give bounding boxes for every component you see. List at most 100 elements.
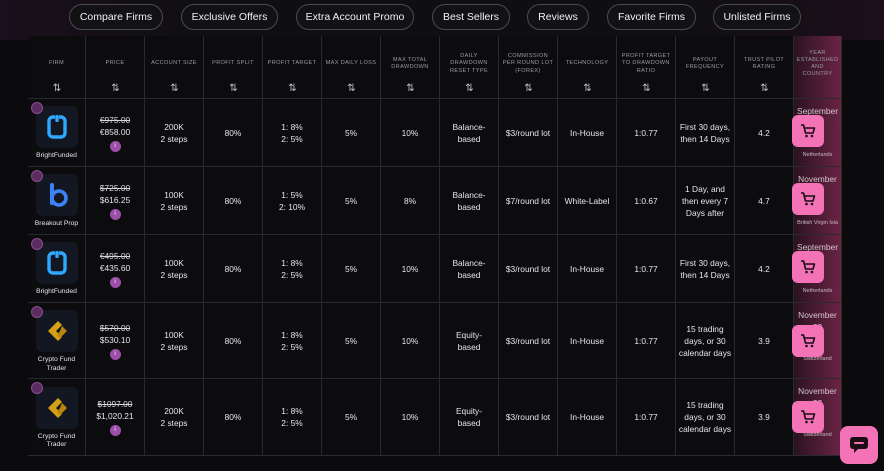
sort-icon[interactable]: ⇅: [406, 83, 414, 94]
cell-target-drawdown-ratio: 1:0.67: [617, 167, 675, 235]
header-price[interactable]: PRICE ⇅: [86, 36, 144, 99]
firm-name[interactable]: Crypto Fund Trader: [37, 432, 76, 449]
sort-icon[interactable]: ⇅: [583, 83, 591, 94]
technology: In-House: [570, 335, 604, 346]
cell-firm[interactable]: BrightFunded: [28, 235, 85, 303]
favorite-badge-icon[interactable]: [31, 238, 43, 250]
cell-drawdown-reset-type: Equity-based: [440, 303, 498, 379]
drawdown-reset-type: Equity-based: [455, 329, 483, 352]
trustpilot-rating: 4.2: [758, 263, 770, 274]
sort-icon[interactable]: ⇅: [760, 83, 768, 94]
discount-info-icon[interactable]: i: [109, 140, 121, 152]
header-account-size[interactable]: ACCOUNT SIZE ⇅: [145, 36, 203, 99]
buy-button[interactable]: [792, 183, 824, 215]
cart-icon: [801, 410, 816, 424]
column-technology: TECHNOLOGY ⇅ In-House White-Label In-House In…: [558, 36, 617, 456]
profit-split: 80%: [224, 127, 242, 138]
tab-extra-account-promo[interactable]: Extra Account Promo: [296, 4, 414, 30]
profit-target-step1: 1: 8%: [281, 121, 303, 132]
tab-favorite-firms[interactable]: Favorite Firms: [607, 4, 696, 30]
drawdown-reset-type: Balance-based: [452, 189, 486, 212]
country: Switzerland: [803, 356, 832, 362]
cell-firm[interactable]: BrightFunded: [28, 99, 85, 167]
firm-logo[interactable]: [35, 386, 78, 429]
buy-button[interactable]: [792, 325, 824, 357]
cell-year-established: September23Netherlands: [792, 235, 841, 303]
favorite-badge-icon[interactable]: [31, 306, 43, 318]
buy-button[interactable]: [792, 115, 824, 147]
tab-reviews[interactable]: Reviews: [527, 4, 589, 30]
header-profit-split[interactable]: PROFIT SPLIT ⇅: [204, 36, 262, 99]
column-payout-frequency: PAYOUT FREQUENCY ⇅ First 30 days, then 14 …: [676, 36, 735, 456]
cell-firm[interactable]: Crypto Fund Trader: [28, 303, 85, 379]
cell-trustpilot-rating: 3.9: [735, 379, 793, 456]
header-max-daily-loss[interactable]: MAX DAILY LOSS ⇅: [322, 36, 380, 99]
sort-icon[interactable]: ⇅: [111, 83, 119, 94]
cell-drawdown-reset-type: Balance-based: [440, 99, 498, 167]
firm-logo[interactable]: [35, 242, 78, 285]
firm-logo[interactable]: [35, 106, 78, 149]
header-payout-frequency[interactable]: PAYOUT FREQUENCY ⇅: [676, 36, 734, 99]
favorite-badge-icon[interactable]: [31, 382, 43, 394]
buy-button[interactable]: [792, 251, 824, 283]
cell-trustpilot-rating: 4.7: [735, 167, 793, 235]
firm-logo[interactable]: [35, 174, 78, 217]
target-drawdown-ratio: 1:0.77: [634, 412, 658, 422]
profit-split: 80%: [224, 195, 242, 206]
year-month: November: [798, 386, 837, 396]
max-daily-loss: 5%: [344, 412, 358, 422]
cell-technology: In-House: [558, 99, 616, 167]
technology: In-House: [570, 412, 604, 422]
tab-unlisted-firms[interactable]: Unlisted Firms: [713, 4, 801, 30]
sort-icon[interactable]: ⇅: [229, 83, 237, 94]
max-daily-loss: 5%: [344, 195, 358, 206]
header-max-total-drawdown[interactable]: MAX TOTAL DRAWDOWN ⇅: [381, 36, 439, 99]
header-trustpilot-rating[interactable]: TRUST PILOT RATING ⇅: [735, 36, 793, 99]
sort-icon[interactable]: ⇅: [347, 83, 355, 94]
header-target-drawdown-ratio[interactable]: PROFIT TARGET TO DRAWDOWN RATIO ⇅: [617, 36, 675, 99]
sort-icon[interactable]: ⇅: [524, 83, 532, 94]
discount-info-icon[interactable]: i: [109, 425, 121, 436]
tab-compare-firms[interactable]: Compare Firms: [69, 4, 163, 30]
technology: In-House: [570, 263, 604, 274]
header-drawdown-reset-type[interactable]: DAILY DRAWDOWN RESET TYPE ⇅: [440, 36, 498, 99]
favorite-badge-icon[interactable]: [31, 170, 43, 182]
buy-button[interactable]: [792, 401, 824, 433]
sort-icon[interactable]: ⇅: [701, 83, 709, 94]
sort-icon[interactable]: ⇅: [170, 83, 178, 94]
sort-icon[interactable]: ⇅: [52, 83, 61, 94]
sort-icon[interactable]: ⇅: [465, 83, 473, 94]
header-label: PROFIT SPLIT: [212, 60, 254, 67]
filter-tabs: Compare Firms Exclusive Offers Extra Acc…: [0, 4, 884, 30]
firm-logo[interactable]: [35, 310, 78, 352]
header-year-established[interactable]: YEAR ESTABLISHED AND COUNTRY: [794, 36, 841, 99]
sort-icon[interactable]: ⇅: [642, 83, 650, 94]
header-commission[interactable]: COMMISSION PER ROUND LOT (FOREX) ⇅: [499, 36, 557, 99]
tab-exclusive-offers[interactable]: Exclusive Offers: [181, 4, 278, 30]
firm-name[interactable]: BrightFunded: [36, 152, 77, 160]
country: Switzerland: [803, 432, 832, 438]
header-technology[interactable]: TECHNOLOGY ⇅: [558, 36, 616, 99]
cell-firm[interactable]: Crypto Fund Trader: [28, 379, 85, 456]
profit-target-step1: 1: 8%: [281, 329, 303, 340]
firm-name[interactable]: Crypto Fund Trader: [37, 356, 76, 372]
firm-name[interactable]: Breakout Prop: [34, 220, 79, 228]
favorite-badge-icon[interactable]: [31, 102, 43, 114]
target-drawdown-ratio: 1:0.77: [634, 263, 658, 274]
header-firm[interactable]: FIRM ⇅: [28, 36, 85, 99]
cell-year-established: September23Netherlands: [792, 99, 841, 167]
cart-icon: [801, 260, 816, 274]
header-label: PAYOUT FREQUENCY: [685, 56, 725, 70]
payout-frequency: First 30 days, then 14 Days: [679, 257, 731, 280]
sort-icon[interactable]: ⇅: [288, 83, 296, 94]
discount-info-icon[interactable]: i: [109, 276, 121, 288]
cell-max-daily-loss: 5%: [322, 303, 380, 379]
cell-profit-split: 80%: [204, 379, 262, 456]
cell-firm[interactable]: Breakout Prop: [28, 167, 85, 235]
discount-info-icon[interactable]: i: [109, 208, 121, 220]
tab-best-sellers[interactable]: Best Sellers: [432, 4, 510, 30]
firm-name[interactable]: BrightFunded: [36, 288, 77, 296]
discount-info-icon[interactable]: i: [109, 348, 121, 360]
chat-button[interactable]: [840, 426, 878, 464]
header-profit-target[interactable]: PROFIT TARGET ⇅: [263, 36, 321, 99]
